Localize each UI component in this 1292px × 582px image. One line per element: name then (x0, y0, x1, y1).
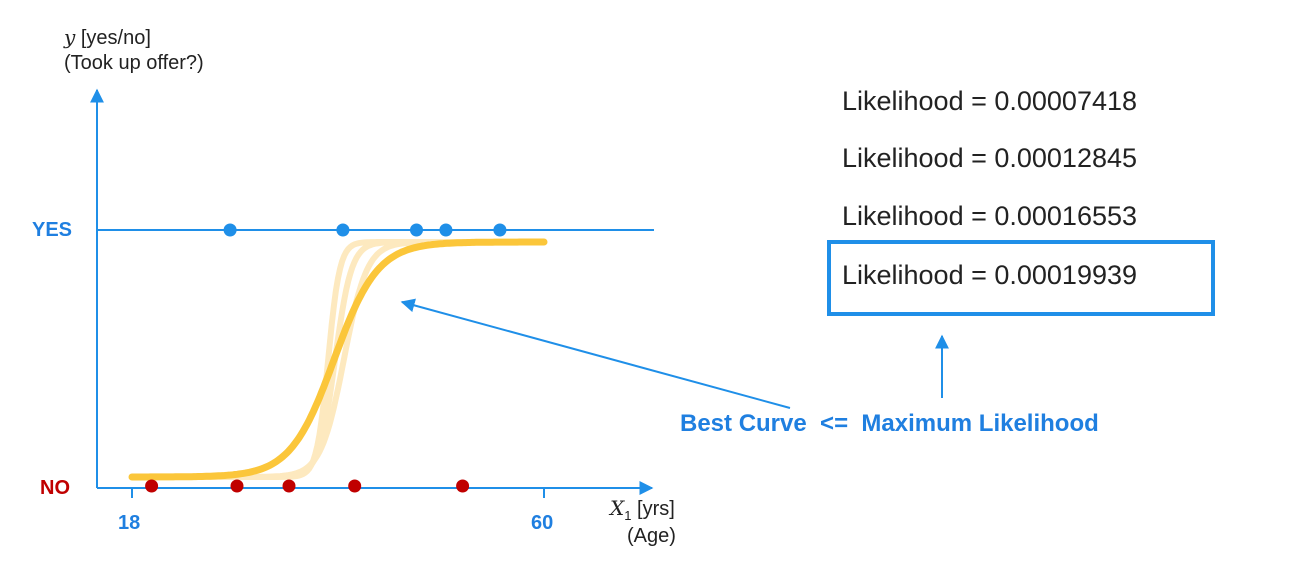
no-data-point (230, 479, 244, 493)
yes-data-point (439, 223, 453, 237)
no-data-point (456, 479, 470, 493)
y-axis-variable: y (64, 25, 76, 49)
x-axis-variable: X (610, 496, 625, 520)
best-curve-annotation: Best Curve <= Maximum Likelihood (680, 410, 1099, 437)
no-data-point (282, 479, 296, 493)
likelihood-value-2: Likelihood = 0.00012845 (842, 143, 1138, 173)
yes-data-point (223, 223, 237, 237)
best-curve-pointer-arrow (400, 298, 791, 409)
likelihood-value-3: Likelihood = 0.00016553 (842, 201, 1138, 231)
best-fit-curve (128, 238, 548, 481)
yes-data-point (493, 223, 507, 237)
x-tick-label-max: 60 (531, 512, 554, 534)
max-likelihood-highlight-box (827, 240, 1215, 316)
y-axis-unit: [yes/no] (80, 27, 151, 49)
no-data-point (348, 479, 362, 493)
no-data-point (145, 479, 159, 493)
x-axis-unit: [yrs] (637, 498, 675, 520)
x-axis-subscript: 1 (624, 508, 632, 523)
y-category-yes: YES (32, 219, 73, 241)
data-points (145, 223, 507, 493)
yes-data-point (410, 223, 423, 237)
y-axis-description: (Took up offer?) (64, 52, 204, 74)
x-tick-label-min: 18 (118, 512, 141, 534)
yes-data-point (336, 223, 350, 237)
y-category-no: NO (40, 477, 70, 499)
y-axis-label: y [yes/no] (64, 24, 151, 51)
x-axis-description: (Age) (627, 525, 676, 547)
likelihood-value-4: Likelihood = 0.00019939 (842, 260, 1138, 290)
likelihood-value-1: Likelihood = 0.00007418 (842, 86, 1138, 116)
x-axis-label: X1 [yrs] (610, 494, 675, 530)
sigmoid-curves (128, 238, 548, 481)
